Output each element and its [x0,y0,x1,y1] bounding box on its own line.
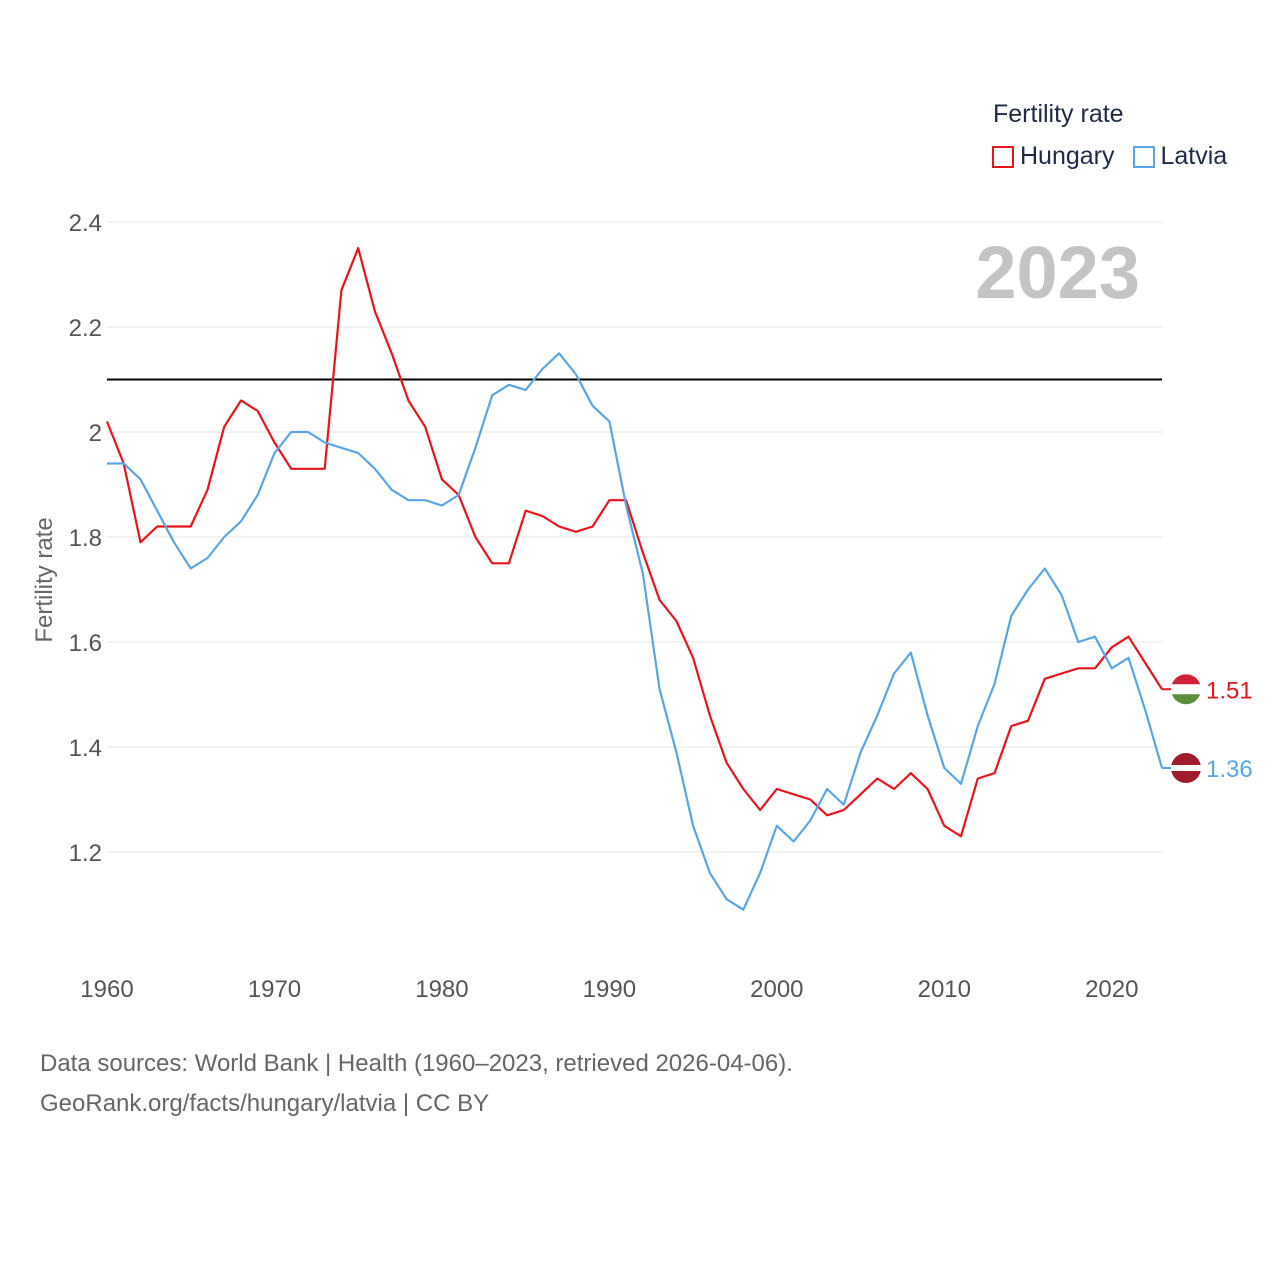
series-line-hungary [105,247,1163,838]
x-tick-label: 1970 [248,976,301,1003]
x-tick-label: 2010 [918,976,971,1003]
y-tick-label: 1.4 [69,735,102,762]
legend-swatch-latvia [1132,145,1155,168]
x-axis-ticks: 1960 1970 1980 1990 2000 2010 2020 [80,976,1138,1003]
source-link[interactable]: GeoRank.org/facts/hungary/latvia | CC BY [40,1090,490,1117]
series-lines [105,247,1164,911]
y-tick-label: 2.4 [69,210,102,237]
legend-title: Fertility rate [993,100,1124,128]
data-sources: Data sources: World Bank | Health (1960–… [40,1050,793,1077]
legend-label-hungary: Hungary [1020,142,1115,170]
grid-lines [107,221,1162,853]
series-line-latvia [107,352,1164,911]
end-value-latvia: 1.36 [1206,756,1253,783]
y-tick-label: 1.8 [69,525,102,552]
y-tick-label: 2.2 [69,315,102,342]
y-axis-label: Fertility rate [31,517,58,642]
x-tick-label: 1960 [80,976,133,1003]
y-axis-ticks: 1.2 1.4 1.6 1.8 2 2.2 2.4 [69,210,102,867]
y-tick-label: 1.2 [69,840,102,867]
legend-item-latvia[interactable]: Latvia [1132,142,1228,171]
x-tick-label: 2000 [750,976,803,1003]
legend-item-hungary[interactable]: Hungary [992,142,1115,171]
legend: Hungary Latvia [992,142,1227,171]
latvia-flag-icon [1171,753,1201,783]
year-badge: 2023 [975,231,1140,314]
y-tick-label: 2 [89,420,102,447]
x-tick-label: 1980 [415,976,468,1003]
y-tick-label: 1.6 [69,630,102,657]
legend-label-latvia: Latvia [1160,142,1228,170]
end-value-hungary: 1.51 [1206,677,1253,704]
x-tick-label: 2020 [1085,976,1138,1003]
footer: Data sources: World Bank | Health (1960–… [40,1044,793,1124]
legend-swatch-hungary [992,145,1014,168]
end-markers: 1.51 1.36 [1162,674,1253,783]
x-tick-label: 1990 [583,976,636,1003]
hungary-flag-icon [1171,674,1201,705]
